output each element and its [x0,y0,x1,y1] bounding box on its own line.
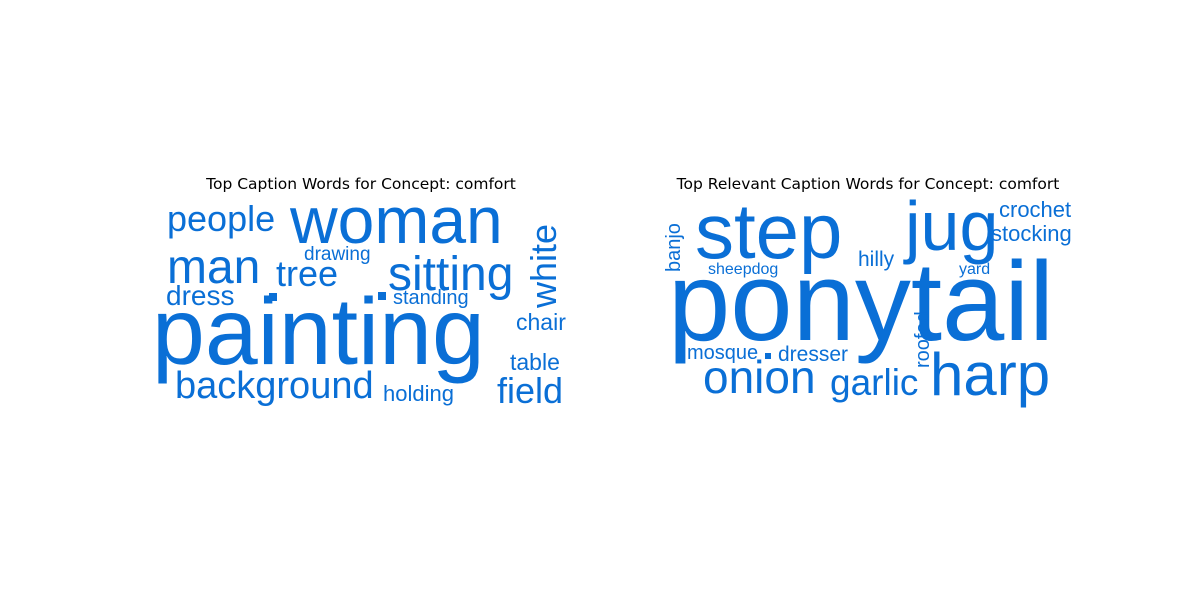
word-banjo: banjo [663,223,685,272]
decorative-dot [378,292,386,300]
word-hilly: hilly [858,248,895,271]
word-people: people [167,198,275,239]
word-harp: harp [930,341,1050,408]
word-garlic: garlic [830,362,918,403]
decorative-dot [269,293,277,301]
chart-title-left: Top Caption Words for Concept: comfort [206,175,516,193]
chart-title-right: Top Relevant Caption Words for Concept: … [676,175,1060,193]
word-onion: onion [703,351,816,403]
word-stocking: stocking [991,221,1072,246]
word-white: white [523,224,564,309]
word-man: man [167,241,260,294]
word-dresser: dresser [778,343,848,366]
word-sheepdog: sheepdog [708,261,778,278]
word-jug: jug [903,187,998,265]
word-standing: standing [393,287,469,309]
word-holding: holding [383,381,454,406]
word-field: field [497,370,563,411]
word-painting: painting [152,279,485,385]
word-woman: woman [289,183,503,257]
word-table: table [510,349,560,375]
decorative-dot [765,353,771,359]
word-chair: chair [516,309,566,335]
word-step: step [695,187,842,275]
word-yard: yard [959,261,990,278]
word-tree: tree [276,253,338,294]
word-drawing: drawing [304,244,371,265]
word-mosque: mosque [687,342,758,364]
word-crochet: crochet [999,197,1071,222]
word-background: background [175,365,374,407]
word-roofed: roofed [912,311,934,368]
word-dress: dress [166,280,234,311]
word-sitting: sitting [388,248,513,301]
word-ponytail: ponytail [668,239,1054,364]
